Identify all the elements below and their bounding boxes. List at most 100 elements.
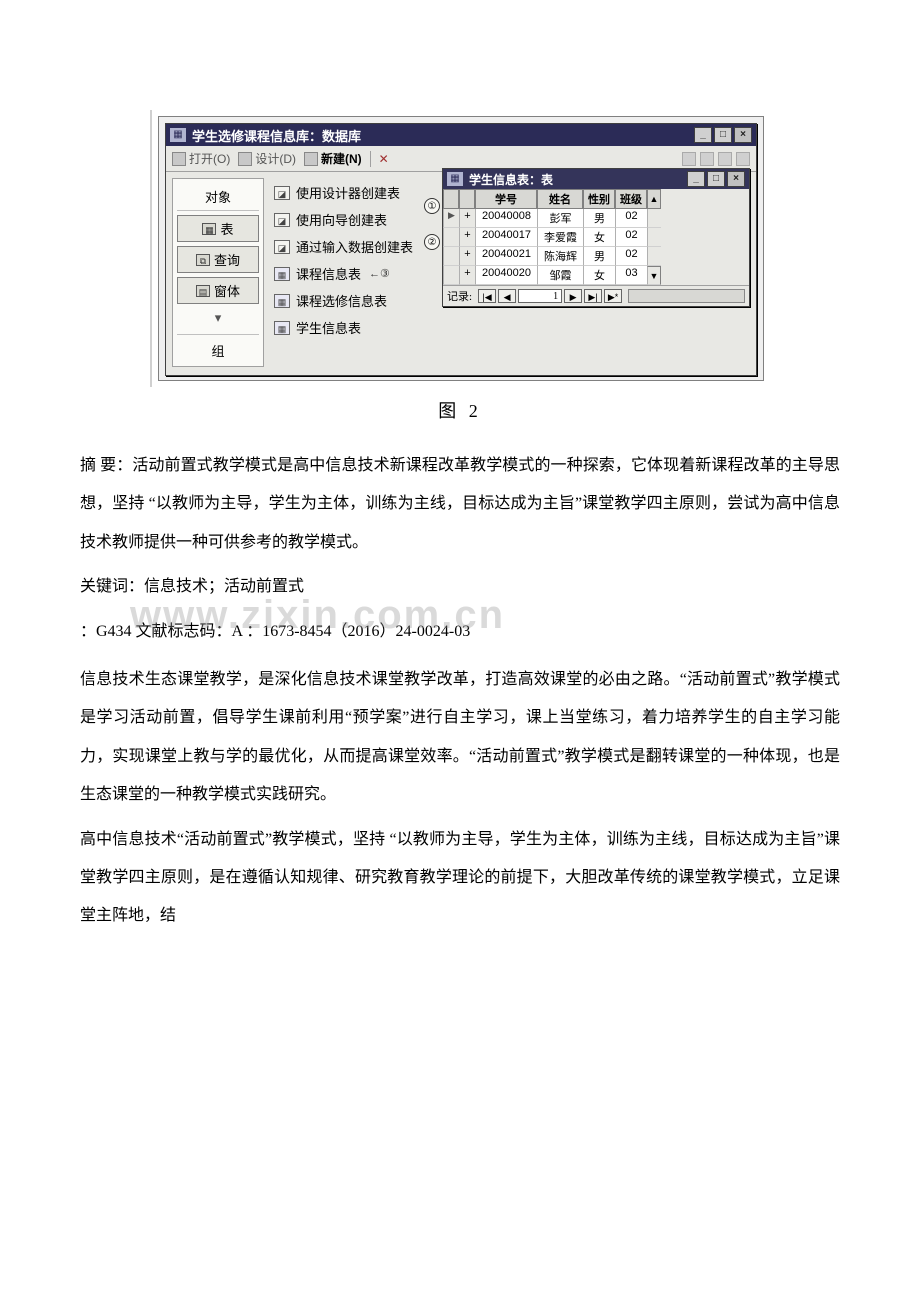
nav-first-button[interactable]: |◀ bbox=[478, 289, 496, 303]
db-window-title: 学生选修课程信息库：数据库 bbox=[192, 126, 694, 145]
cell-class[interactable]: 02 bbox=[615, 209, 647, 228]
callout-marker-3: ←③ bbox=[369, 267, 390, 280]
cell-name[interactable]: 邹霞 bbox=[537, 266, 583, 285]
minimize-button[interactable]: _ bbox=[694, 127, 712, 143]
close-button[interactable]: × bbox=[727, 171, 745, 187]
expand-icon[interactable]: + bbox=[459, 209, 475, 228]
nav-prev-button[interactable]: ◀ bbox=[498, 289, 516, 303]
list-item-label: 使用向导创建表 bbox=[296, 210, 387, 229]
view-large-icon[interactable] bbox=[682, 152, 696, 166]
toolbar-design-label: 设计(D) bbox=[255, 150, 296, 167]
maximize-button[interactable]: □ bbox=[714, 127, 732, 143]
toolbar-separator bbox=[370, 151, 371, 167]
wizard-icon: ◪ bbox=[274, 213, 290, 227]
table-window: ▦ 学生信息表：表 _ □ × bbox=[442, 168, 750, 307]
table-header-row: 学号 姓名 性别 班级 ▲ bbox=[443, 189, 749, 209]
list-item[interactable]: ▦ 学生信息表 bbox=[272, 315, 434, 340]
design-icon bbox=[238, 152, 252, 166]
cell-id[interactable]: 20040017 bbox=[475, 228, 537, 247]
new-icon bbox=[304, 152, 318, 166]
list-item[interactable]: ▦ 课程信息表 ←③ bbox=[272, 261, 434, 286]
expand-icon[interactable]: + bbox=[459, 228, 475, 247]
callout-marker-1: ① bbox=[424, 198, 440, 214]
close-button[interactable]: × bbox=[734, 127, 752, 143]
list-item-label: 学生信息表 bbox=[296, 318, 361, 337]
cell-sex[interactable]: 女 bbox=[583, 228, 615, 247]
object-tab-label: 表 bbox=[220, 219, 233, 238]
cell-id[interactable]: 20040020 bbox=[475, 266, 537, 285]
scroll-track bbox=[647, 209, 661, 228]
abstract-text: 活动前置式教学模式是高中信息技术新课程改革教学模式的一种探索，它体现着新课程改革… bbox=[80, 457, 840, 551]
toolbar-new[interactable]: 新建(N) bbox=[304, 150, 362, 167]
table-row[interactable]: ▶ + 20040008 彭军 男 02 bbox=[443, 209, 749, 228]
toolbar-open-label: 打开(O) bbox=[189, 150, 230, 167]
form-icon: ▤ bbox=[196, 285, 210, 297]
object-tab-form[interactable]: ▤ 窗体 bbox=[177, 277, 259, 304]
db-titlebar: ▦ 学生选修课程信息库：数据库 _ □ × bbox=[166, 124, 756, 146]
abstract-label: 摘 要： bbox=[80, 457, 132, 474]
db-window: ▦ 学生选修课程信息库：数据库 _ □ × 打开(O) bbox=[165, 123, 757, 376]
nav-hscrollbar[interactable] bbox=[628, 289, 745, 303]
table-row[interactable]: + 20040021 陈海辉 男 02 bbox=[443, 247, 749, 266]
row-selector[interactable] bbox=[443, 247, 459, 266]
cell-class[interactable]: 02 bbox=[615, 247, 647, 266]
view-small-icon[interactable] bbox=[700, 152, 714, 166]
nav-new-button[interactable]: ▶* bbox=[604, 289, 622, 303]
object-tab-query[interactable]: ⧉ 查询 bbox=[177, 246, 259, 273]
list-item[interactable]: ◪ 使用设计器创建表 bbox=[272, 180, 434, 205]
cell-class[interactable]: 02 bbox=[615, 228, 647, 247]
expand-icon[interactable]: + bbox=[459, 247, 475, 266]
list-item[interactable]: ◪ 使用向导创建表 bbox=[272, 207, 434, 232]
col-header[interactable]: 学号 bbox=[475, 189, 537, 209]
nav-record-field[interactable]: 1 bbox=[518, 289, 562, 303]
nav-last-button[interactable]: ▶| bbox=[584, 289, 602, 303]
body-paragraph-1: 信息技术生态课堂教学，是深化信息技术课堂教学改革，打造高效课堂的必由之路。“活动… bbox=[80, 661, 840, 815]
col-header[interactable]: 班级 bbox=[615, 189, 647, 209]
row-selector[interactable] bbox=[443, 266, 459, 285]
object-panel-footer: 组 bbox=[177, 334, 259, 362]
table-row[interactable]: + 20040017 李爱霞 女 02 bbox=[443, 228, 749, 247]
table-titlebar: ▦ 学生信息表：表 _ □ × bbox=[443, 169, 749, 189]
col-header[interactable]: 姓名 bbox=[537, 189, 583, 209]
list-item[interactable]: ◪ 通过输入数据创建表 bbox=[272, 234, 434, 259]
view-detail-icon[interactable] bbox=[736, 152, 750, 166]
cell-name[interactable]: 陈海辉 bbox=[537, 247, 583, 266]
object-tab-label: 窗体 bbox=[214, 281, 240, 300]
toolbar-open[interactable]: 打开(O) bbox=[172, 150, 230, 167]
expand-header bbox=[459, 189, 475, 209]
keywords-line: 关键词：信息技术；活动前置式 bbox=[80, 568, 840, 606]
col-header[interactable]: 性别 bbox=[583, 189, 615, 209]
list-item-label: 使用设计器创建表 bbox=[296, 183, 400, 202]
table-window-title: 学生信息表：表 bbox=[469, 171, 687, 188]
row-selector[interactable] bbox=[443, 228, 459, 247]
toolbar-new-label: 新建(N) bbox=[321, 150, 362, 167]
toolbar-view-buttons bbox=[397, 152, 750, 166]
toolbar-design[interactable]: 设计(D) bbox=[238, 150, 296, 167]
scroll-down-icon[interactable]: ▼ bbox=[647, 266, 661, 285]
object-more-icon[interactable]: ▾ bbox=[177, 308, 259, 328]
nav-next-button[interactable]: ▶ bbox=[564, 289, 582, 303]
cell-sex[interactable]: 男 bbox=[583, 209, 615, 228]
expand-icon[interactable]: + bbox=[459, 266, 475, 285]
cell-class[interactable]: 03 bbox=[615, 266, 647, 285]
scroll-up-icon[interactable]: ▲ bbox=[647, 189, 661, 209]
minimize-button[interactable]: _ bbox=[687, 171, 705, 187]
classification-codes: ：G434 文献标志码：A ：1673-8454（2016）24-0024-03 bbox=[80, 613, 840, 651]
cell-id[interactable]: 20040008 bbox=[475, 209, 537, 228]
object-panel-header: 对象 bbox=[177, 183, 259, 211]
cell-name[interactable]: 李爱霞 bbox=[537, 228, 583, 247]
list-item[interactable]: ▦ 课程选修信息表 bbox=[272, 288, 434, 313]
query-icon: ⧉ bbox=[196, 254, 210, 266]
object-tab-table[interactable]: ▦ 表 bbox=[177, 215, 259, 242]
row-selector[interactable]: ▶ bbox=[443, 209, 459, 228]
view-list-icon[interactable] bbox=[718, 152, 732, 166]
maximize-button[interactable]: □ bbox=[707, 171, 725, 187]
cell-sex[interactable]: 男 bbox=[583, 247, 615, 266]
toolbar-delete[interactable]: ✕ bbox=[379, 152, 389, 166]
cell-sex[interactable]: 女 bbox=[583, 266, 615, 285]
cell-name[interactable]: 彭军 bbox=[537, 209, 583, 228]
cell-id[interactable]: 20040021 bbox=[475, 247, 537, 266]
callout-marker-2: ② bbox=[424, 234, 440, 250]
figure-frame: ▦ 学生选修课程信息库：数据库 _ □ × 打开(O) bbox=[158, 116, 764, 381]
table-row[interactable]: + 20040020 邹霞 女 03 ▼ bbox=[443, 266, 749, 285]
